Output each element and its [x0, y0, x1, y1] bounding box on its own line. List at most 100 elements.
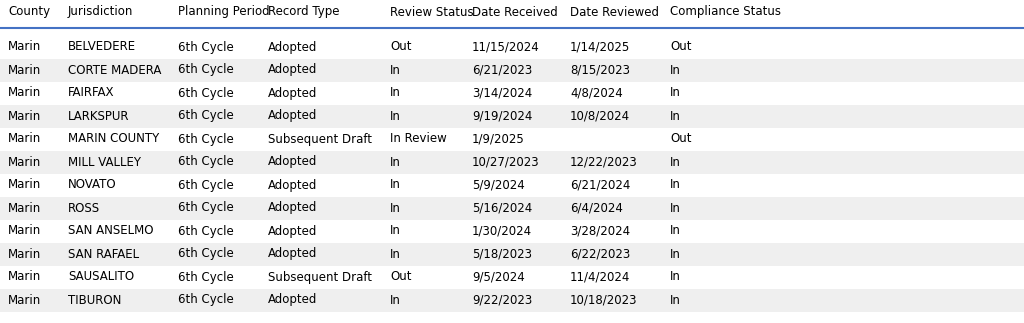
Text: Out: Out — [670, 40, 691, 54]
Text: Subsequent Draft: Subsequent Draft — [268, 132, 372, 145]
Text: In: In — [390, 155, 400, 169]
Text: 11/15/2024: 11/15/2024 — [472, 40, 540, 54]
Bar — [0, 58, 1024, 81]
Bar — [0, 105, 1024, 128]
Text: Review Status: Review Status — [390, 5, 474, 18]
Text: 6/4/2024: 6/4/2024 — [570, 202, 623, 214]
Text: In: In — [390, 87, 400, 99]
Text: Marin: Marin — [8, 294, 41, 307]
Text: 6th Cycle: 6th Cycle — [178, 294, 233, 307]
Text: 6th Cycle: 6th Cycle — [178, 270, 233, 284]
Text: LARKSPUR: LARKSPUR — [68, 109, 129, 122]
Text: 9/22/2023: 9/22/2023 — [472, 294, 532, 307]
Text: Marin: Marin — [8, 64, 41, 77]
Text: MARIN COUNTY: MARIN COUNTY — [68, 132, 160, 145]
Text: 1/14/2025: 1/14/2025 — [570, 40, 630, 54]
Text: TIBURON: TIBURON — [68, 294, 122, 307]
Text: 3/14/2024: 3/14/2024 — [472, 87, 532, 99]
Text: 11/4/2024: 11/4/2024 — [570, 270, 631, 284]
Text: Marin: Marin — [8, 132, 41, 145]
Text: 6th Cycle: 6th Cycle — [178, 64, 233, 77]
Text: County: County — [8, 5, 50, 18]
Text: SAUSALITO: SAUSALITO — [68, 270, 134, 284]
Text: 10/8/2024: 10/8/2024 — [570, 109, 630, 122]
Text: Marin: Marin — [8, 87, 41, 99]
Bar — [0, 243, 1024, 266]
Text: Marin: Marin — [8, 109, 41, 122]
Text: 10/18/2023: 10/18/2023 — [570, 294, 638, 307]
Text: 1/9/2025: 1/9/2025 — [472, 132, 524, 145]
Text: In: In — [390, 202, 400, 214]
Text: Adopted: Adopted — [268, 87, 317, 99]
Text: SAN RAFAEL: SAN RAFAEL — [68, 247, 139, 261]
Text: Adopted: Adopted — [268, 64, 317, 77]
Text: Marin: Marin — [8, 270, 41, 284]
Text: Adopted: Adopted — [268, 247, 317, 261]
Text: Record Type: Record Type — [268, 5, 340, 18]
Text: BELVEDERE: BELVEDERE — [68, 40, 136, 54]
Text: In: In — [670, 109, 681, 122]
Text: NOVATO: NOVATO — [68, 179, 117, 192]
Text: In: In — [390, 294, 400, 307]
Text: Marin: Marin — [8, 155, 41, 169]
Text: FAIRFAX: FAIRFAX — [68, 87, 115, 99]
Text: In: In — [670, 155, 681, 169]
Text: ROSS: ROSS — [68, 202, 100, 214]
Text: 6th Cycle: 6th Cycle — [178, 202, 233, 214]
Text: Adopted: Adopted — [268, 179, 317, 192]
Text: In: In — [670, 247, 681, 261]
Text: 5/18/2023: 5/18/2023 — [472, 247, 532, 261]
Text: Marin: Marin — [8, 179, 41, 192]
Text: 10/27/2023: 10/27/2023 — [472, 155, 540, 169]
Text: 6/21/2023: 6/21/2023 — [472, 64, 532, 77]
Text: MILL VALLEY: MILL VALLEY — [68, 155, 141, 169]
Text: 1/30/2024: 1/30/2024 — [472, 224, 532, 237]
Text: 8/15/2023: 8/15/2023 — [570, 64, 630, 77]
Text: 9/5/2024: 9/5/2024 — [472, 270, 524, 284]
Bar — [0, 288, 1024, 311]
Text: In: In — [670, 224, 681, 237]
Text: In: In — [670, 270, 681, 284]
Text: In: In — [390, 64, 400, 77]
Text: 6/22/2023: 6/22/2023 — [570, 247, 630, 261]
Text: Planning Period: Planning Period — [178, 5, 269, 18]
Text: Marin: Marin — [8, 247, 41, 261]
Text: Adopted: Adopted — [268, 155, 317, 169]
Text: 6th Cycle: 6th Cycle — [178, 179, 233, 192]
Text: SAN ANSELMO: SAN ANSELMO — [68, 224, 154, 237]
Bar — [0, 151, 1024, 173]
Text: 6th Cycle: 6th Cycle — [178, 224, 233, 237]
Text: In Review: In Review — [390, 132, 446, 145]
Text: Jurisdiction: Jurisdiction — [68, 5, 133, 18]
Bar — [0, 196, 1024, 220]
Text: Adopted: Adopted — [268, 40, 317, 54]
Text: Date Reviewed: Date Reviewed — [570, 5, 659, 18]
Text: Marin: Marin — [8, 40, 41, 54]
Text: In: In — [670, 87, 681, 99]
Text: Marin: Marin — [8, 224, 41, 237]
Text: In: In — [390, 224, 400, 237]
Text: Marin: Marin — [8, 202, 41, 214]
Text: 6th Cycle: 6th Cycle — [178, 155, 233, 169]
Text: 6th Cycle: 6th Cycle — [178, 247, 233, 261]
Text: In: In — [390, 247, 400, 261]
Text: In: In — [670, 202, 681, 214]
Text: 3/28/2024: 3/28/2024 — [570, 224, 630, 237]
Text: Adopted: Adopted — [268, 202, 317, 214]
Text: Date Received: Date Received — [472, 5, 558, 18]
Text: Adopted: Adopted — [268, 224, 317, 237]
Text: Out: Out — [390, 40, 412, 54]
Text: 6/21/2024: 6/21/2024 — [570, 179, 631, 192]
Text: Adopted: Adopted — [268, 294, 317, 307]
Text: In: In — [670, 64, 681, 77]
Text: In: In — [390, 179, 400, 192]
Text: 6th Cycle: 6th Cycle — [178, 109, 233, 122]
Text: 6th Cycle: 6th Cycle — [178, 40, 233, 54]
Text: 12/22/2023: 12/22/2023 — [570, 155, 638, 169]
Text: 6th Cycle: 6th Cycle — [178, 87, 233, 99]
Text: 5/16/2024: 5/16/2024 — [472, 202, 532, 214]
Text: 5/9/2024: 5/9/2024 — [472, 179, 524, 192]
Text: Compliance Status: Compliance Status — [670, 5, 781, 18]
Text: Out: Out — [670, 132, 691, 145]
Text: 4/8/2024: 4/8/2024 — [570, 87, 623, 99]
